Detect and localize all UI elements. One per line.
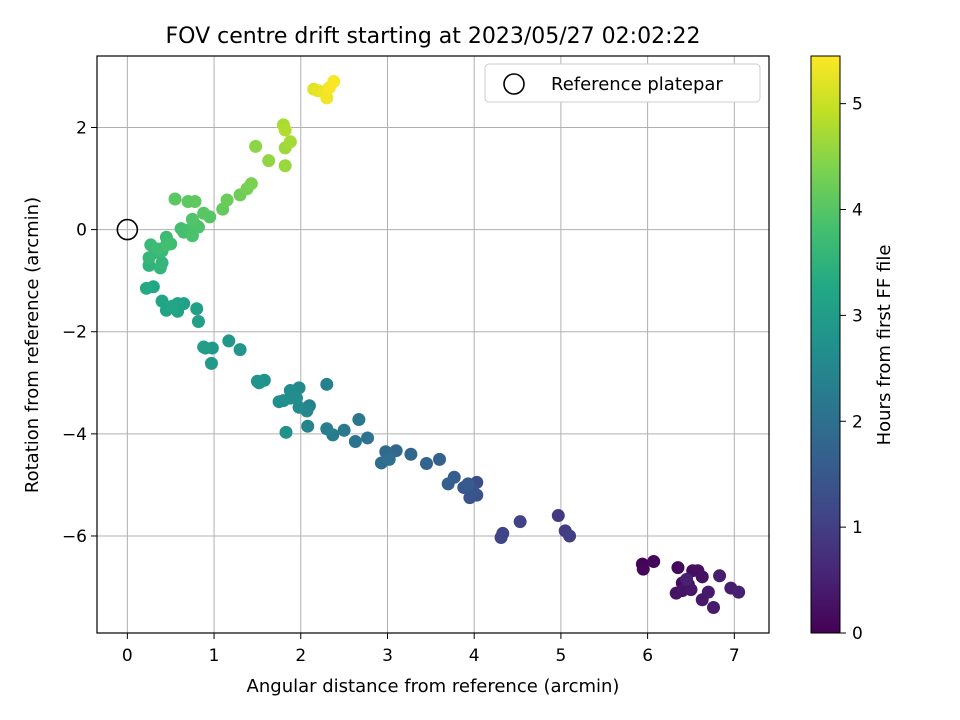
data-point: [159, 238, 173, 252]
data-point: [551, 509, 565, 523]
data-point: [680, 572, 694, 586]
data-point: [320, 422, 334, 436]
data-point: [139, 281, 153, 295]
data-point: [513, 515, 527, 529]
colorbar-tick-label: 0: [852, 624, 863, 644]
grid-lines: [97, 56, 769, 633]
y-tick-label: −4: [62, 425, 87, 445]
reference-marker: [116, 218, 139, 241]
data-point: [249, 139, 263, 153]
data-point: [684, 583, 698, 597]
data-point: [327, 75, 341, 89]
colorbar-label: Hours from first FF file: [874, 245, 895, 446]
data-point: [279, 425, 293, 439]
x-tick-label: 5: [555, 646, 566, 666]
data-point: [165, 299, 179, 313]
x-tick-label: 6: [642, 646, 653, 666]
data-point: [283, 135, 297, 149]
colorbar-tick-label: 5: [852, 95, 863, 115]
colorbar-ticks: 0 1 2 3 4 5: [840, 95, 863, 644]
data-point: [494, 531, 508, 545]
data-point: [244, 177, 258, 191]
data-point: [191, 315, 205, 329]
data-point: [185, 212, 199, 226]
data-point: [262, 154, 276, 168]
data-point: [222, 334, 236, 348]
data-point: [190, 302, 204, 316]
legend-label: Reference platepar: [551, 74, 723, 95]
legend: Reference platepar: [484, 63, 761, 103]
data-point: [389, 444, 403, 458]
data-point: [382, 452, 396, 466]
data-point: [707, 600, 721, 614]
data-point: [701, 585, 715, 599]
data-point: [461, 477, 475, 491]
data-point: [732, 585, 746, 599]
y-tick-label: 0: [76, 221, 87, 241]
data-point: [563, 529, 577, 543]
data-points: [139, 75, 746, 614]
y-tick-label: 2: [76, 118, 87, 138]
data-point: [671, 561, 685, 575]
data-point: [197, 340, 211, 354]
data-point: [647, 555, 661, 569]
reference-marker-group: [116, 218, 139, 241]
x-tick-label: 1: [209, 646, 220, 666]
data-point: [301, 419, 315, 433]
colorbar-tick-label: 2: [852, 412, 863, 432]
data-point: [252, 376, 266, 390]
data-point: [419, 456, 433, 470]
data-point: [636, 562, 650, 576]
chart-title: FOV centre drift starting at 2023/05/27 …: [166, 24, 701, 49]
x-tick-label: 3: [382, 646, 393, 666]
data-point: [155, 256, 169, 270]
x-axis-ticks: 0 1 2 3 4 5 6 7: [122, 633, 740, 666]
data-point: [352, 413, 366, 427]
data-point: [441, 477, 455, 491]
y-tick-label: −6: [62, 527, 87, 547]
data-point: [695, 570, 709, 584]
colorbar-tick-label: 3: [852, 306, 863, 326]
x-tick-label: 7: [729, 646, 740, 666]
data-point: [433, 452, 447, 466]
colorbar: 0 1 2 3 4 5 Hours from first FF file: [810, 55, 895, 644]
data-point: [204, 356, 218, 370]
data-point: [320, 377, 334, 391]
y-axis-label: Rotation from reference (arcmin): [22, 197, 43, 493]
colorbar-tick-label: 4: [852, 201, 863, 221]
colorbar-tick-label: 1: [852, 518, 863, 538]
data-point: [233, 343, 247, 357]
y-tick-label: −2: [62, 323, 87, 343]
data-point: [155, 294, 169, 308]
x-tick-label: 4: [469, 646, 480, 666]
y-axis-ticks: −6 −4 −2 0 2: [62, 118, 97, 547]
x-axis-label: Angular distance from reference (arcmin): [247, 676, 620, 697]
data-point: [337, 423, 351, 437]
data-point: [713, 569, 727, 583]
data-point: [272, 395, 286, 409]
legend-box: [484, 63, 761, 103]
data-point: [361, 431, 375, 445]
data-point: [197, 206, 211, 220]
legend-reference-marker: [503, 73, 525, 95]
colorbar-gradient: [810, 55, 841, 634]
data-point: [220, 193, 234, 207]
data-point: [168, 192, 182, 206]
data-point: [188, 195, 202, 209]
data-point: [348, 435, 362, 449]
data-point: [278, 123, 292, 137]
x-tick-label: 0: [122, 646, 133, 666]
plot-frame: [96, 55, 770, 634]
data-point: [404, 447, 418, 461]
x-tick-label: 2: [295, 646, 306, 666]
data-point: [320, 91, 334, 105]
data-point: [278, 159, 292, 173]
